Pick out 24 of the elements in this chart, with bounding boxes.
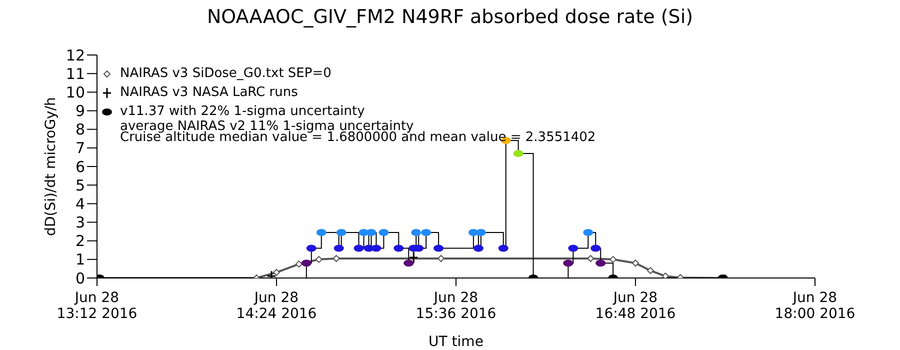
y-tick-label: 0	[75, 269, 85, 288]
y-tick-label: 5	[75, 176, 85, 194]
x-tick-label: Jun 28 14:24 2016	[236, 290, 317, 322]
y-tick-label: 3	[75, 214, 85, 232]
y-axis-title: dD(Si)/dt microGy/h	[42, 97, 59, 236]
y-tick-label: 1	[75, 250, 85, 269]
y-tick-label: 12	[66, 46, 85, 64]
y-tick-label: 9	[75, 102, 85, 120]
legend-label: v11.37 with 22% 1-sigma uncertainty	[120, 104, 365, 119]
y-tick-label: 7	[75, 139, 85, 158]
chart-title: NOAAAOC_GIV_FM2 N49RF absorbed dose rate (Si)	[206, 6, 694, 28]
y-tick-label: 6	[75, 158, 85, 176]
legend-label: NAIRAS v3 NASA LaRC runs	[120, 85, 298, 100]
y-tick-label: 10	[66, 83, 85, 102]
y-tick-label: 11	[66, 64, 85, 83]
x-tick-label: Jun 28 15:36 2016	[416, 290, 496, 322]
x-tick-label: Jun 28 18:00 2016	[774, 290, 856, 322]
y-tick-label: 8	[75, 120, 85, 139]
x-axis-title: UT time	[428, 334, 484, 350]
y-tick-label: 4	[75, 194, 85, 213]
legend-label: NAIRAS v3 SiDose_G0.txt SEP=0	[120, 66, 332, 81]
x-tick-label: Jun 28 16:48 2016	[595, 290, 676, 322]
x-tick-label: Jun 28 13:12 2016	[56, 290, 138, 322]
y-tick-label: 2	[75, 232, 85, 250]
